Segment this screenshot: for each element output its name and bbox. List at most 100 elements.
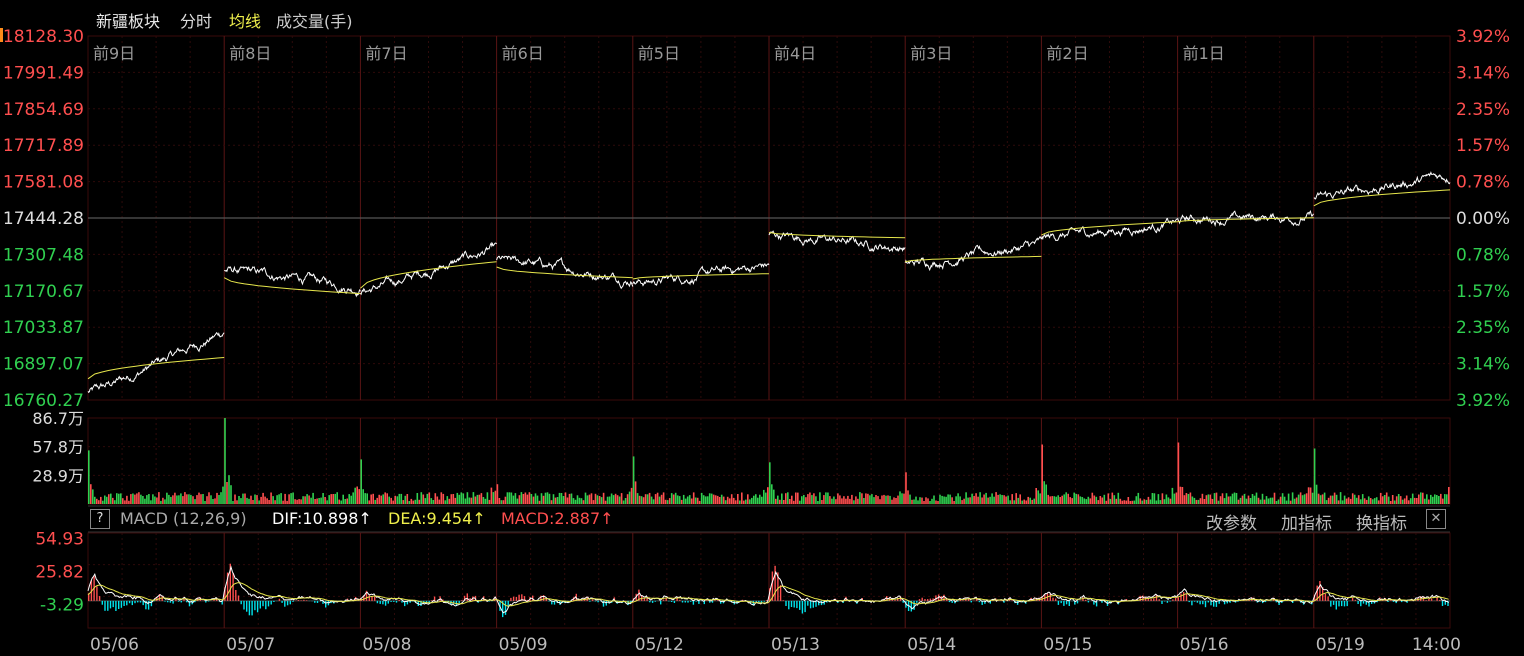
date-label: 14:00 bbox=[1412, 635, 1461, 655]
volume-bar bbox=[979, 492, 981, 504]
volume-bar bbox=[312, 492, 314, 504]
macd-bar bbox=[771, 571, 774, 601]
volume-bar bbox=[166, 492, 168, 504]
volume-bar bbox=[1269, 497, 1272, 504]
change-params-button[interactable]: 改参数 bbox=[1206, 514, 1257, 534]
macd-axis-label: 25.82 bbox=[35, 563, 84, 583]
volume-bar bbox=[963, 498, 965, 504]
volume-bar bbox=[921, 497, 923, 504]
volume-bar bbox=[716, 495, 719, 504]
volume-bar bbox=[869, 495, 871, 504]
macd-bar bbox=[1213, 600, 1215, 607]
macd-bar bbox=[1376, 600, 1378, 603]
volume-bar bbox=[747, 494, 749, 504]
volume-bar bbox=[1424, 498, 1426, 504]
volume-bar bbox=[1420, 492, 1422, 504]
macd-bar bbox=[1275, 600, 1278, 603]
volume-bar bbox=[1055, 496, 1057, 504]
change-axis-label: 3.92% bbox=[1456, 391, 1510, 411]
volume-bar bbox=[554, 497, 557, 504]
macd-bar bbox=[1343, 600, 1346, 607]
volume-bar bbox=[384, 492, 386, 504]
switch-indicator-button[interactable]: 换指标 bbox=[1356, 514, 1407, 534]
volume-bar bbox=[330, 494, 332, 504]
day-label: 前6日 bbox=[502, 44, 544, 63]
macd-bar bbox=[981, 600, 983, 605]
volume-bar bbox=[268, 500, 270, 504]
macd-bar bbox=[553, 600, 556, 605]
macd-bar bbox=[300, 600, 302, 601]
add-indicator-button[interactable]: 加指标 bbox=[1281, 514, 1332, 534]
macd-bar bbox=[714, 600, 716, 601]
volume-bar bbox=[462, 493, 465, 504]
volume-bar bbox=[138, 492, 140, 504]
volume-bar bbox=[354, 487, 356, 504]
price-line bbox=[904, 235, 1042, 272]
volume-bar bbox=[745, 499, 747, 504]
volume-bar bbox=[216, 492, 218, 504]
volume-bar bbox=[278, 494, 280, 504]
volume-bar bbox=[1301, 495, 1304, 504]
volume-bar bbox=[1295, 497, 1298, 504]
help-button[interactable]: ? bbox=[90, 509, 110, 529]
volume-bar bbox=[732, 497, 735, 504]
macd-bar bbox=[379, 600, 381, 604]
macd-bar bbox=[1174, 597, 1177, 601]
volume-bar bbox=[801, 496, 803, 504]
macd-bar bbox=[1185, 593, 1188, 601]
volume-bar bbox=[562, 496, 565, 504]
volume-bar bbox=[706, 496, 709, 504]
day-label: 前8日 bbox=[229, 44, 271, 63]
volume-bar bbox=[352, 492, 354, 504]
avg-line bbox=[1041, 221, 1178, 236]
volume-bar bbox=[510, 492, 513, 504]
volume-bar bbox=[1245, 498, 1248, 504]
volume-bar bbox=[594, 493, 597, 504]
close-icon[interactable]: ✕ bbox=[1426, 509, 1446, 529]
volume-bar bbox=[418, 499, 421, 504]
macd-bar bbox=[924, 599, 926, 601]
macd-bar bbox=[393, 600, 395, 602]
macd-bar bbox=[1063, 600, 1065, 606]
change-axis-label: 2.35% bbox=[1456, 318, 1510, 338]
volume-bar bbox=[1167, 497, 1170, 504]
tab-intraday[interactable]: 分时 bbox=[180, 12, 213, 31]
volume-bar bbox=[108, 494, 110, 504]
volume-bar bbox=[737, 494, 739, 504]
volume-bar bbox=[875, 495, 877, 504]
volume-bar bbox=[308, 495, 310, 504]
volume-bar bbox=[843, 496, 845, 504]
volume-bar bbox=[1105, 500, 1108, 504]
volume-bar bbox=[660, 494, 663, 504]
macd-bar bbox=[1166, 600, 1169, 603]
volume-bar bbox=[811, 495, 813, 504]
volume-bar bbox=[546, 492, 549, 504]
macd-bar bbox=[676, 598, 678, 601]
price-series bbox=[87, 171, 1451, 394]
volume-bar bbox=[184, 492, 186, 504]
macd-bar bbox=[1199, 600, 1201, 605]
macd-bar bbox=[180, 600, 182, 603]
volume-bar bbox=[945, 496, 947, 504]
volume-bar bbox=[1229, 496, 1232, 504]
volume-bar bbox=[1385, 492, 1388, 504]
volume-bar bbox=[622, 500, 625, 504]
macd-bar bbox=[978, 600, 981, 603]
volume-bar bbox=[88, 450, 90, 504]
volume-bar bbox=[1027, 496, 1029, 504]
volume-bar bbox=[1367, 496, 1370, 504]
macd-bar bbox=[709, 600, 711, 603]
volume-bar bbox=[574, 499, 577, 504]
macd-bar bbox=[785, 600, 787, 606]
volume-bar bbox=[696, 497, 699, 504]
volume-bar bbox=[1023, 499, 1025, 504]
volume-bar bbox=[140, 494, 142, 504]
change-axis-label: 3.14% bbox=[1456, 355, 1510, 375]
volume-bar bbox=[781, 493, 783, 504]
macd-bar bbox=[401, 600, 403, 603]
volume-bar bbox=[1189, 492, 1192, 504]
volume-bar bbox=[332, 494, 334, 504]
volume-bar bbox=[1347, 497, 1350, 504]
volume-bar bbox=[496, 484, 499, 504]
